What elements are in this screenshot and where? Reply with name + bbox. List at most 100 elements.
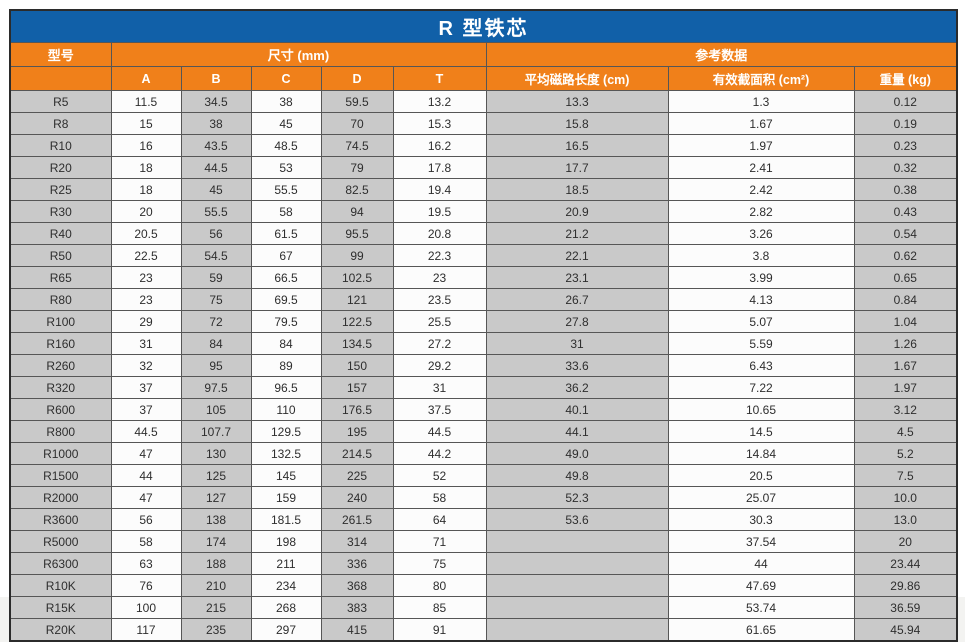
header-group-reference: 参考数据 <box>485 42 958 67</box>
value-cell: 84 <box>250 332 322 355</box>
table-row: R65 23 59 66.5 102.5 23 23.1 3.99 0.65 <box>9 266 958 289</box>
value-cell: 15 <box>110 112 182 135</box>
model-cell: R50 <box>9 244 112 267</box>
value-cell: 82.5 <box>320 178 394 201</box>
value-cell <box>485 574 669 597</box>
value-cell: 59.5 <box>320 90 394 113</box>
header-dim-t: T <box>392 66 487 91</box>
value-cell: 74.5 <box>320 134 394 157</box>
value-cell: 16 <box>110 134 182 157</box>
value-cell: 17.8 <box>392 156 487 179</box>
model-cell: R100 <box>9 310 112 333</box>
header-group-dimensions: 尺寸 (mm) <box>110 42 487 67</box>
model-cell: R600 <box>9 398 112 421</box>
value-cell: 132.5 <box>250 442 322 465</box>
value-cell: 138 <box>180 508 252 531</box>
value-cell: 55.5 <box>250 178 322 201</box>
value-cell: 16.5 <box>485 134 669 157</box>
value-cell: 6.43 <box>667 354 855 377</box>
value-cell: 0.32 <box>853 156 958 179</box>
value-cell: 240 <box>320 486 394 509</box>
value-cell <box>485 618 669 642</box>
table-row: R2000 47 127 159 240 58 52.3 25.07 10.0 <box>9 486 958 509</box>
model-cell: R1000 <box>9 442 112 465</box>
value-cell: 80 <box>392 574 487 597</box>
value-cell: 29.86 <box>853 574 958 597</box>
table-row: R20 18 44.5 53 79 17.8 17.7 2.41 0.32 <box>9 156 958 179</box>
value-cell: 0.19 <box>853 112 958 135</box>
header-dim-d: D <box>320 66 394 91</box>
value-cell: 214.5 <box>320 442 394 465</box>
value-cell: 261.5 <box>320 508 394 531</box>
value-cell: 16.2 <box>392 134 487 157</box>
value-cell: 235 <box>180 618 252 642</box>
value-cell: 0.54 <box>853 222 958 245</box>
value-cell: 21.2 <box>485 222 669 245</box>
value-cell: 25.07 <box>667 486 855 509</box>
value-cell: 383 <box>320 596 394 619</box>
value-cell: 37 <box>110 376 182 399</box>
value-cell: 44 <box>667 552 855 575</box>
value-cell: 64 <box>392 508 487 531</box>
model-cell: R6300 <box>9 552 112 575</box>
model-cell: R40 <box>9 222 112 245</box>
value-cell: 27.8 <box>485 310 669 333</box>
table-row: R30 20 55.5 58 94 19.5 20.9 2.82 0.43 <box>9 200 958 223</box>
value-cell: 20.5 <box>110 222 182 245</box>
value-cell: 176.5 <box>320 398 394 421</box>
value-cell: 4.5 <box>853 420 958 443</box>
model-cell: R80 <box>9 288 112 311</box>
value-cell: 130 <box>180 442 252 465</box>
value-cell: 314 <box>320 530 394 553</box>
value-cell: 0.62 <box>853 244 958 267</box>
table-row: R600 37 105 110 176.5 37.5 40.1 10.65 3.12 <box>9 398 958 421</box>
value-cell: 150 <box>320 354 394 377</box>
value-cell: 52 <box>392 464 487 487</box>
value-cell: 91 <box>392 618 487 642</box>
model-cell: R5000 <box>9 530 112 553</box>
value-cell: 44 <box>110 464 182 487</box>
table-row: R3600 56 138 181.5 261.5 64 53.6 30.3 13.0 <box>9 508 958 531</box>
value-cell: 55.5 <box>180 200 252 223</box>
value-cell: 4.13 <box>667 288 855 311</box>
header-dim-b: B <box>180 66 252 91</box>
value-cell: 96.5 <box>250 376 322 399</box>
value-cell: 29 <box>110 310 182 333</box>
header-magnetic-path-length: 平均磁路长度 (cm) <box>485 66 669 91</box>
value-cell: 31 <box>392 376 487 399</box>
value-cell: 94 <box>320 200 394 223</box>
table-row: R800 44.5 107.7 129.5 195 44.5 44.1 14.5 4.5 <box>9 420 958 443</box>
value-cell: 31 <box>110 332 182 355</box>
value-cell: 20.8 <box>392 222 487 245</box>
value-cell: 15.8 <box>485 112 669 135</box>
table-row: R6300 63 188 211 336 75 44 23.44 <box>9 552 958 575</box>
value-cell: 100 <box>110 596 182 619</box>
value-cell: 211 <box>250 552 322 575</box>
value-cell: 47.69 <box>667 574 855 597</box>
model-cell: R20 <box>9 156 112 179</box>
table-row: R10 16 43.5 48.5 74.5 16.2 16.5 1.97 0.23 <box>9 134 958 157</box>
value-cell: 72 <box>180 310 252 333</box>
value-cell: 14.5 <box>667 420 855 443</box>
value-cell: 20 <box>853 530 958 553</box>
model-cell: R320 <box>9 376 112 399</box>
value-cell: 23 <box>110 266 182 289</box>
value-cell: 19.5 <box>392 200 487 223</box>
table-row: R25 18 45 55.5 82.5 19.4 18.5 2.42 0.38 <box>9 178 958 201</box>
value-cell: 75 <box>180 288 252 311</box>
value-cell: 0.43 <box>853 200 958 223</box>
value-cell: 36.2 <box>485 376 669 399</box>
value-cell: 13.3 <box>485 90 669 113</box>
value-cell: 36.59 <box>853 596 958 619</box>
value-cell: 95.5 <box>320 222 394 245</box>
value-cell: 49.8 <box>485 464 669 487</box>
value-cell: 17.7 <box>485 156 669 179</box>
value-cell: 0.23 <box>853 134 958 157</box>
model-cell: R160 <box>9 332 112 355</box>
model-cell: R15K <box>9 596 112 619</box>
value-cell: 13.2 <box>392 90 487 113</box>
value-cell: 10.0 <box>853 486 958 509</box>
value-cell: 145 <box>250 464 322 487</box>
value-cell: 268 <box>250 596 322 619</box>
